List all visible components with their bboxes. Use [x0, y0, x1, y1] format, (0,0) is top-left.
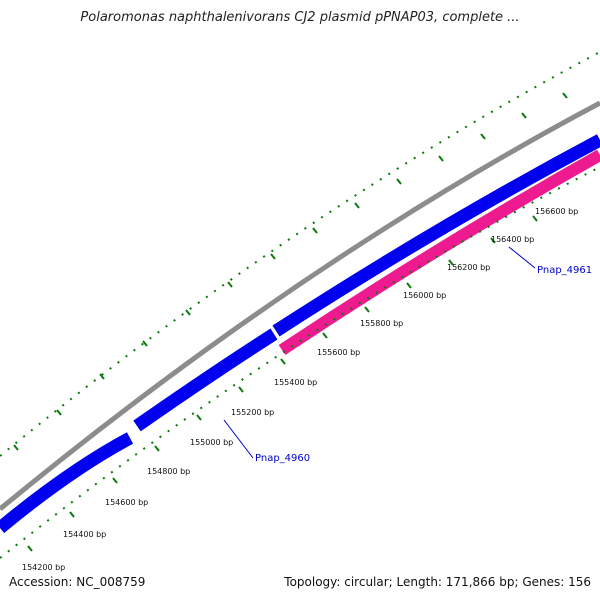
plasmid-backbone	[0, 100, 600, 511]
tick-label: 155400 bp	[274, 378, 317, 387]
tick-label: 155200 bp	[231, 408, 274, 417]
tick-label: 154600 bp	[105, 498, 148, 507]
gene-callout-line	[508, 246, 536, 269]
topology-text: Topology: circular; Length: 171,866 bp; …	[284, 575, 591, 589]
outer-scale-ring	[0, 51, 600, 457]
tick-label: 156600 bp	[535, 207, 578, 216]
gene-arrow-forward-3	[272, 134, 600, 337]
tick-label: 155800 bp	[360, 319, 403, 328]
tick-label: 156400 bp	[491, 235, 534, 244]
gene-label-pnap-4961[interactable]: Pnap_4961	[537, 265, 592, 276]
tick-label: 154200 bp	[22, 563, 65, 572]
inner-major-ticks	[27, 215, 538, 552]
outer-minor-ticks	[13, 92, 568, 451]
tick-label: 155000 bp	[190, 438, 233, 447]
map-title: Polaromonas naphthalenivorans CJ2 plasmi…	[80, 10, 520, 25]
gene-arrow-forward-2	[133, 328, 278, 432]
tick-label: 154800 bp	[147, 467, 190, 476]
gene-callout-line	[223, 419, 254, 459]
tick-label: 156000 bp	[403, 291, 446, 300]
gene-label-pnap-4960[interactable]: Pnap_4960	[255, 453, 310, 464]
gene-arrow-forward-1	[0, 432, 134, 534]
gene-arrow-reverse-1	[278, 149, 600, 355]
inner-scale-ring	[0, 166, 600, 559]
tick-label: 154400 bp	[63, 530, 106, 539]
tick-label: 156200 bp	[447, 263, 490, 272]
tick-label: 155600 bp	[317, 348, 360, 357]
accession-text: Accession: NC_008759	[9, 575, 146, 589]
